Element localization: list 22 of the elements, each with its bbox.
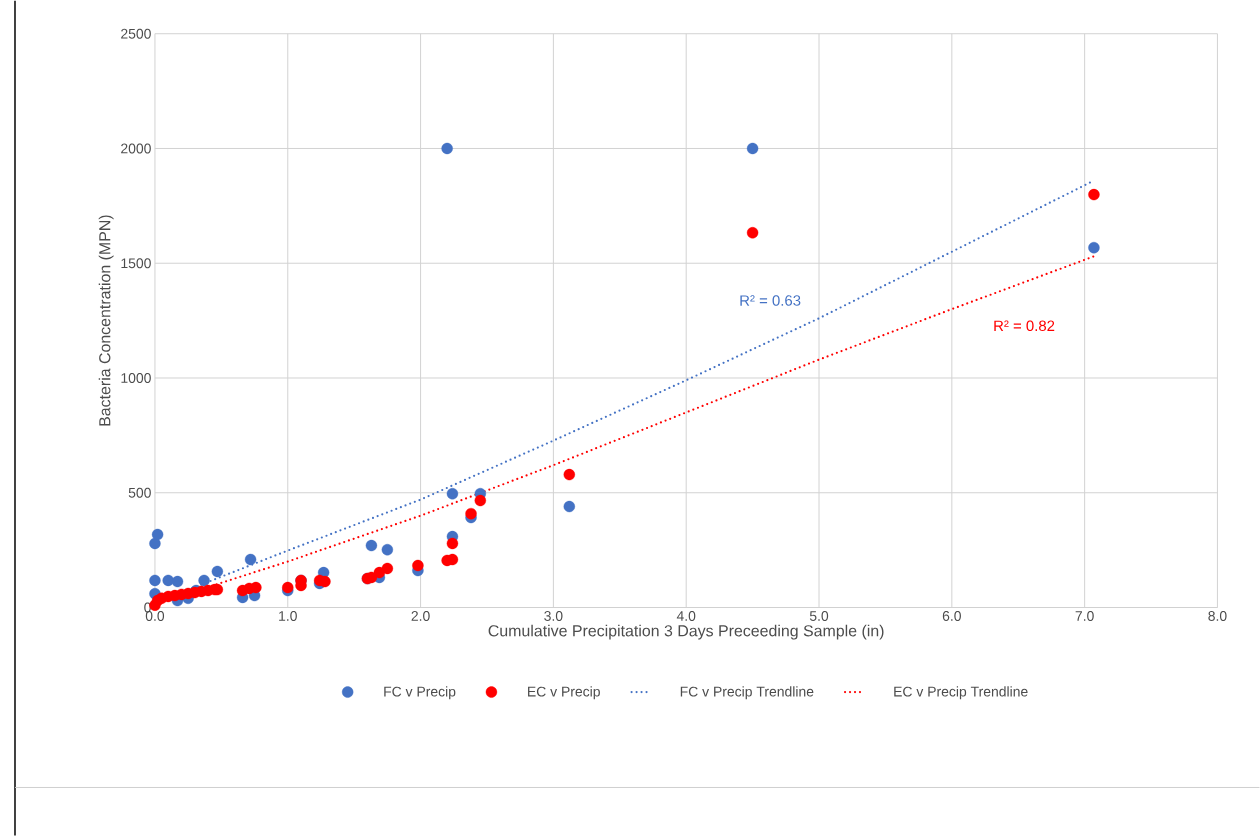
- x-tick-label: 2.0: [411, 610, 430, 621]
- y-tick-label: 1500: [121, 258, 151, 269]
- x-tick-label: 4.0: [676, 610, 696, 621]
- x-tick-label: 1.0: [279, 610, 297, 621]
- x-tick-label: 8.0: [1208, 610, 1227, 621]
- legend-label: FC v Precip Trendline: [680, 686, 814, 700]
- legend-label: EC v Precip: [528, 686, 600, 700]
- x-tick-label: 6.0: [942, 610, 961, 621]
- y-tick-label: 1000: [121, 372, 151, 383]
- annotation: R² = 0.82: [994, 320, 1055, 331]
- x-axis-title: Cumulative Precipitation 3 Days Preceeding Sample (in): [488, 624, 884, 640]
- x-tick-label: 7.0: [1075, 610, 1094, 621]
- y-tick-label: 2500: [121, 28, 151, 39]
- legend-label: FC v Precip: [384, 686, 456, 700]
- x-tick-label: 0.0: [145, 610, 165, 621]
- x-tick-label: 3.0: [544, 610, 563, 621]
- annotation: R² = 0.63: [740, 295, 801, 306]
- y-tick-label: 500: [128, 487, 151, 498]
- x-tick-label: 5.0: [809, 610, 829, 621]
- y-tick-label: 2000: [121, 143, 151, 154]
- legend-label: EC v Precip Trendline: [894, 686, 1028, 700]
- y-axis-title: Bacteria Concentration (MPN): [98, 215, 114, 426]
